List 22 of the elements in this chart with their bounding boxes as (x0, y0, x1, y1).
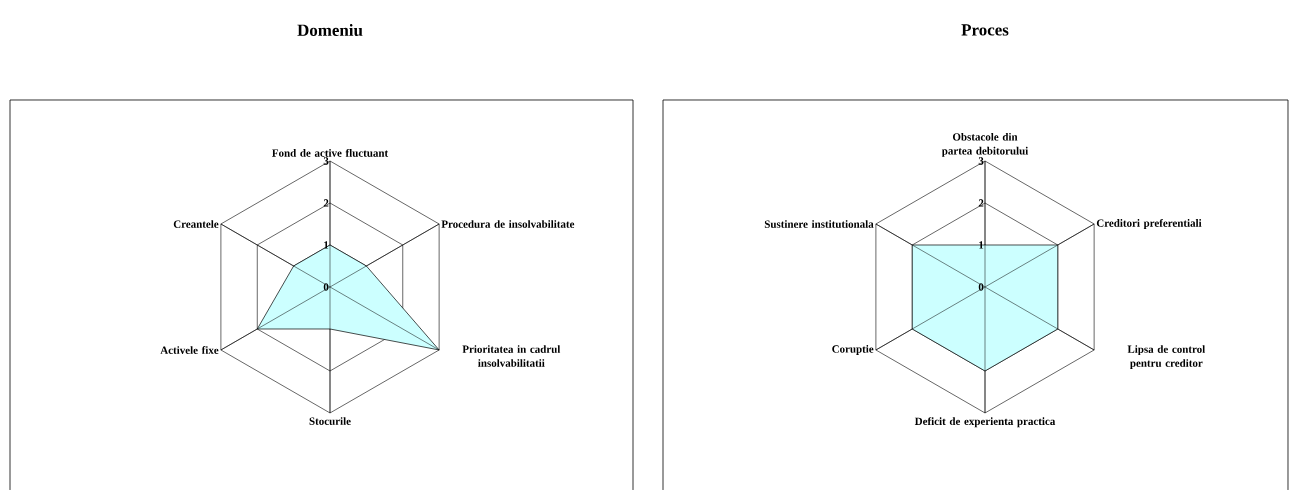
spoke-label: Prioritatea in cadrul insolvabilitatii (462, 345, 561, 367)
spoke-label: Procedura de insolvabilitate (441, 220, 575, 228)
spoke-label: Coruptie (832, 345, 874, 355)
spoke-label: Deficit de experienta practica (914, 417, 1056, 428)
y-tick-label: 2 (978, 199, 984, 207)
chart-title: Domeniu (297, 24, 363, 36)
spoke-label: Lipsa de control pentru creditor (1127, 345, 1206, 370)
y-tick-label: 1 (324, 241, 329, 249)
spoke-label: Stocurile (309, 417, 351, 425)
spoke-label: Activele fixe (160, 346, 219, 354)
spoke-label: Creditori preferentiali (1096, 218, 1202, 230)
y-tick-label: 3 (323, 157, 329, 165)
y-tick-label: 2 (323, 199, 329, 207)
spoke-label: Fond de active fluctuant (272, 148, 389, 157)
y-tick-label: 1 (979, 241, 984, 249)
spoke-label: Creantele (173, 220, 219, 228)
spoke-label: Obstacole din partea debitorului (941, 132, 1029, 157)
chart-title: Proces (961, 24, 1009, 36)
y-tick-label: 3 (978, 157, 984, 165)
spoke-label: Sustinere institutionala (764, 220, 874, 228)
y-tick-label: 0 (978, 283, 984, 291)
y-tick-label: 0 (323, 283, 329, 291)
